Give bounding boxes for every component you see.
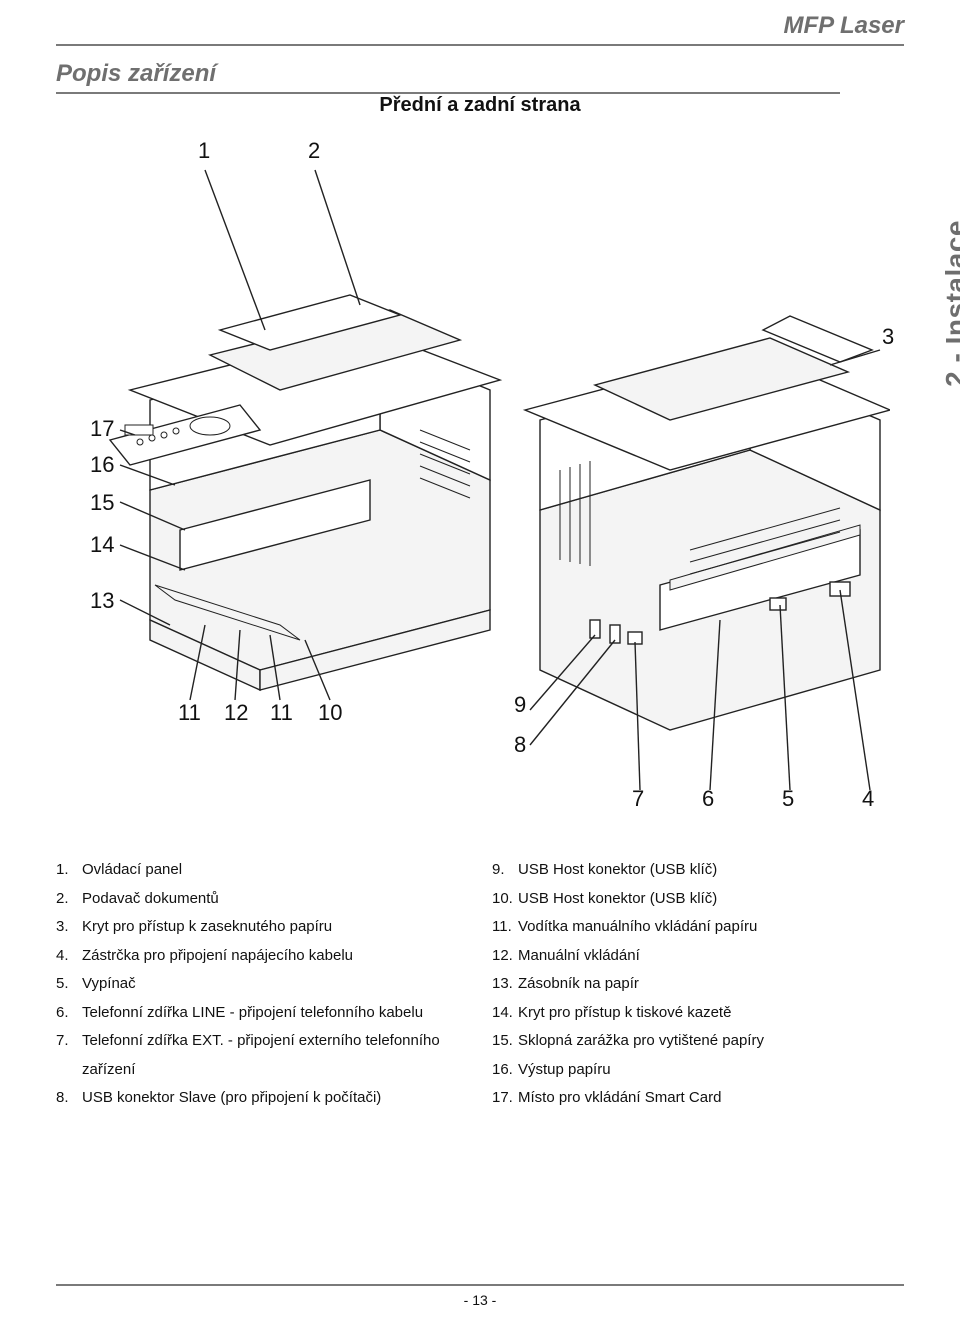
callout-9: 9 [514, 692, 526, 718]
callout-5: 5 [782, 786, 794, 812]
callout-10: 10 [318, 700, 342, 726]
legend-item: 7.Telefonní zdířka EXT. - připojení exte… [56, 1027, 468, 1084]
callout-8: 8 [514, 732, 526, 758]
callout-17: 17 [90, 416, 114, 442]
callout-11r: 11 [270, 700, 293, 726]
page-number: - 13 - [0, 1292, 960, 1308]
legend-item: 12.Manuální vkládání [492, 942, 904, 971]
footer-rule [56, 1284, 904, 1286]
legend-right: 9.USB Host konektor (USB klíč) 10.USB Ho… [492, 856, 904, 1113]
legend-left: 1.Ovládací panel 2.Podavač dokumentů 3.K… [56, 856, 468, 1113]
legend-item: 4.Zástrčka pro připojení napájecího kabe… [56, 942, 468, 971]
section-header: Popis zařízení [56, 60, 840, 94]
callout-12: 12 [224, 700, 248, 726]
legend-item: 13.Zásobník na papír [492, 970, 904, 999]
legend-item: 5.Vypínač [56, 970, 468, 999]
callout-11l: 11 [178, 700, 201, 726]
legend-columns: 1.Ovládací panel 2.Podavač dokumentů 3.K… [56, 856, 904, 1113]
callout-4: 4 [862, 786, 874, 812]
callout-13: 13 [90, 588, 114, 614]
header-rule [56, 44, 904, 46]
legend-item: 16.Výstup papíru [492, 1056, 904, 1085]
figure-subheading: Přední a zadní strana [0, 94, 960, 117]
legend-item: 2.Podavač dokumentů [56, 885, 468, 914]
callout-16: 16 [90, 452, 114, 478]
document-page: MFP Laser 2 - Instalace Popis zařízení P… [0, 0, 960, 1326]
callout-7: 7 [632, 786, 644, 812]
callout-15: 15 [90, 490, 114, 516]
chapter-tab: 2 - Instalace [940, 220, 960, 387]
callout-14: 14 [90, 532, 114, 558]
figure: 1 2 3 17 16 15 14 13 11 12 11 10 9 8 7 6… [70, 130, 890, 810]
section-title: Popis zařízení [56, 60, 840, 88]
legend-item: 15.Sklopná zarážka pro vytištené papíry [492, 1027, 904, 1056]
legend-item: 9.USB Host konektor (USB klíč) [492, 856, 904, 885]
running-head: MFP Laser [784, 12, 904, 40]
legend-item: 17.Místo pro vkládání Smart Card [492, 1084, 904, 1113]
callout-6: 6 [702, 786, 714, 812]
legend-item: 14.Kryt pro přístup k tiskové kazetě [492, 999, 904, 1028]
callout-3: 3 [882, 324, 894, 350]
legend-item: 1.Ovládací panel [56, 856, 468, 885]
legend-item: 3.Kryt pro přístup k zaseknutého papíru [56, 913, 468, 942]
legend-item: 6.Telefonní zdířka LINE - připojení tele… [56, 999, 468, 1028]
legend-item: 8.USB konektor Slave (pro připojení k po… [56, 1084, 468, 1113]
callout-1: 1 [198, 138, 210, 164]
callout-2: 2 [308, 138, 320, 164]
legend-item: 10.USB Host konektor (USB klíč) [492, 885, 904, 914]
product-name: MFP Laser [784, 12, 904, 39]
legend-item: 11.Vodítka manuálního vkládání papíru [492, 913, 904, 942]
